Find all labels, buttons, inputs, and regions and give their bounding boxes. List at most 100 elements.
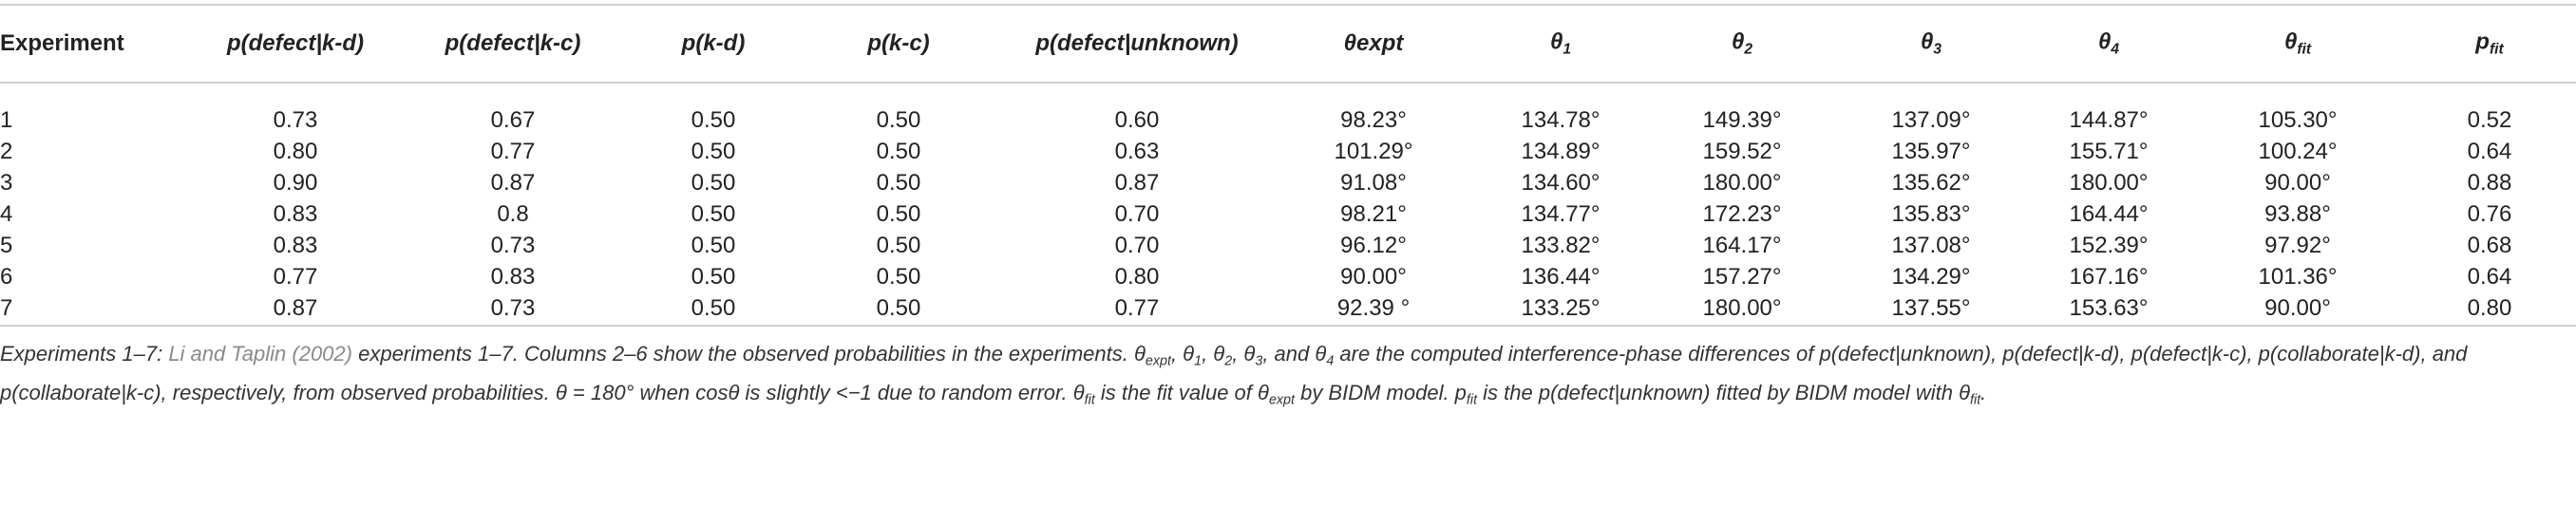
table-cell: 153.63° — [2069, 295, 2149, 321]
caption-text: is the p(defect|unknown) fitted by BIDM … — [1477, 381, 1971, 405]
table-cell: 180.00° — [1702, 295, 1782, 321]
citation-link[interactable]: Li and Taplin (2002) — [168, 342, 352, 366]
table-cell: 92.39 ° — [1336, 295, 1411, 321]
table-cell: 0.83 — [273, 201, 318, 227]
table-cell: 0.50 — [691, 264, 736, 290]
table-cell: 0.90 — [273, 170, 318, 196]
table-cell: 0.80 — [1114, 264, 1160, 290]
caption-text: fit — [1466, 392, 1478, 408]
table-cell: 93.88° — [2264, 201, 2331, 227]
table-cell: 136.44° — [1521, 264, 1601, 290]
caption: Experiments 1–7: Li and Taplin (2002) ex… — [0, 338, 2565, 417]
caption-text: fit — [1970, 392, 1981, 408]
bottom-rule — [0, 325, 2576, 327]
table-cell: 0.87 — [273, 295, 318, 321]
table-cell: 137.55° — [1891, 295, 1971, 321]
column-header: pfit — [2475, 29, 2503, 59]
table-cell: 0.50 — [876, 170, 921, 196]
caption-text: , θ — [1202, 342, 1225, 366]
caption-text: 2 — [1224, 353, 1233, 369]
table-cell: 0.8 — [497, 201, 529, 227]
column-header: p(defect|unknown) — [1035, 30, 1238, 57]
table-cell: 4 — [0, 201, 13, 227]
table-cell: 90.00° — [2264, 170, 2331, 196]
caption-text: 1 — [1194, 353, 1203, 369]
table-cell: 0.77 — [1114, 295, 1160, 321]
caption-text: . — [1980, 381, 1987, 405]
table-cell: 152.39° — [2069, 233, 2149, 258]
column-header: θexpt — [1344, 30, 1404, 57]
header-text: θ — [1549, 28, 1563, 55]
table-cell: 0.50 — [876, 107, 921, 133]
table-cell: 0.80 — [2467, 295, 2512, 321]
header-text: p(defect|k-d) — [226, 30, 365, 56]
table-cell: 0.76 — [2467, 201, 2512, 227]
caption-text: , θ — [1170, 342, 1195, 366]
column-header: θ1 — [1550, 29, 1571, 59]
header-text: θ — [1731, 28, 1745, 55]
table-cell: 1 — [0, 107, 13, 133]
table-cell: 0.73 — [273, 107, 318, 133]
table-cell: 0.64 — [2467, 139, 2512, 164]
caption-text: is the fit value of θ — [1094, 381, 1269, 405]
table-cell: 0.87 — [490, 170, 536, 196]
header-text: p(k-c) — [867, 30, 930, 56]
table-cell: 0.67 — [490, 107, 536, 133]
header-text: θexpt — [1343, 30, 1404, 56]
table-cell: 0.73 — [490, 233, 536, 258]
caption-text: fit — [1084, 392, 1095, 408]
header-subscript: 2 — [1744, 41, 1753, 58]
table-cell: 0.50 — [691, 233, 736, 258]
header-subscript: 1 — [1563, 41, 1572, 58]
table-cell: 133.25° — [1521, 295, 1601, 321]
table-cell: 164.17° — [1702, 233, 1782, 258]
caption-text: 4 — [1326, 353, 1335, 369]
table-cell: 0.87 — [1114, 170, 1160, 196]
table-cell: 90.00° — [2264, 295, 2331, 321]
table-cell: 135.97° — [1891, 139, 1971, 164]
table-cell: 0.50 — [876, 201, 921, 227]
header-subscript: fit — [2297, 41, 2312, 58]
table-cell: 134.29° — [1891, 264, 1971, 290]
table-cell: 90.00° — [1340, 264, 1407, 290]
table-cell: 0.77 — [490, 139, 536, 164]
caption-text: , θ — [1232, 342, 1256, 366]
table-cell: 159.52° — [1702, 139, 1782, 164]
header-subscript: 3 — [1933, 41, 1942, 58]
header-subscript: 4 — [2111, 41, 2120, 58]
header-text: p(defect|unknown) — [1035, 30, 1239, 56]
table-cell: 0.50 — [876, 139, 921, 164]
table-cell: 0.50 — [691, 295, 736, 321]
table-cell: 96.12° — [1340, 233, 1407, 258]
table-cell: 133.82° — [1521, 233, 1601, 258]
table-cell: 0.63 — [1114, 139, 1160, 164]
table-cell: 0.83 — [273, 233, 318, 258]
column-header: p(defect|k-d) — [227, 30, 364, 57]
table-cell: 0.50 — [876, 295, 921, 321]
header-subscript: fit — [2489, 41, 2504, 58]
table-cell: 0.52 — [2467, 107, 2512, 133]
table-cell: 6 — [0, 264, 13, 290]
table-cell: 0.50 — [876, 233, 921, 258]
table-cell: 135.62° — [1891, 170, 1971, 196]
table-cell: 0.70 — [1114, 233, 1160, 258]
table-cell: 157.27° — [1702, 264, 1782, 290]
header-text: θ — [1920, 28, 1934, 55]
header-text: p(defect|k-c) — [445, 30, 581, 56]
column-header: θfit — [2284, 29, 2311, 59]
table-cell: 0.50 — [691, 139, 736, 164]
column-header: θ4 — [2098, 29, 2119, 59]
table-cell: 0.70 — [1114, 201, 1160, 227]
table-cell: 0.77 — [273, 264, 318, 290]
table-cell: 101.36° — [2258, 264, 2338, 290]
table-cell: 0.80 — [273, 139, 318, 164]
top-rule — [0, 4, 2576, 6]
caption-text: , and θ — [1262, 342, 1327, 366]
table-cell: 0.50 — [691, 170, 736, 196]
table-cell: 172.23° — [1702, 201, 1782, 227]
table-cell: 134.77° — [1521, 201, 1601, 227]
header-text: Experiment — [0, 30, 124, 56]
table-cell: 0.50 — [691, 201, 736, 227]
table-cell: 144.87° — [2069, 107, 2149, 133]
